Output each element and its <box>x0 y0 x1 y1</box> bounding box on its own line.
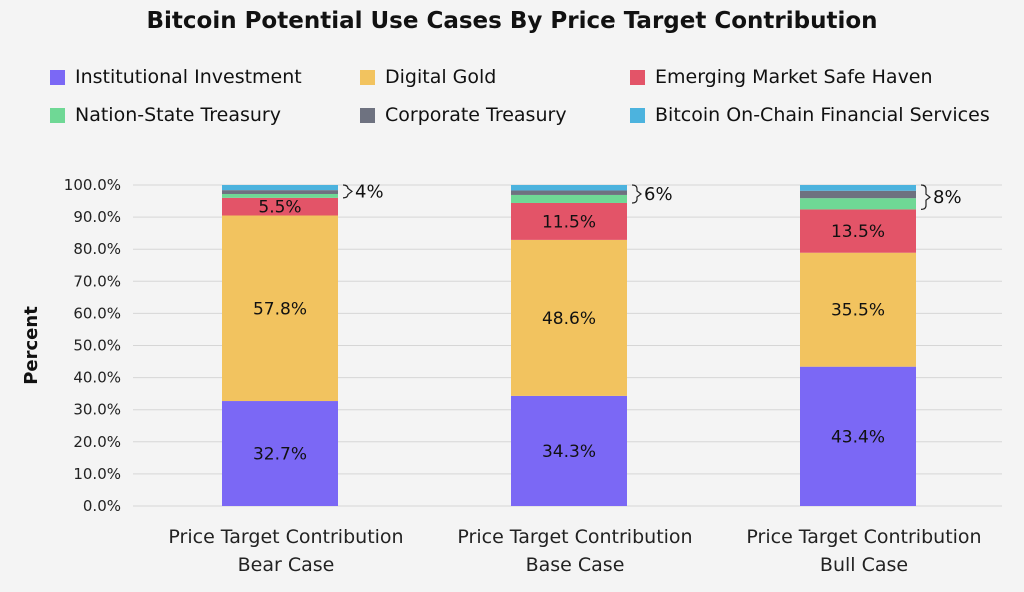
bar-value-label: 13.5% <box>831 222 885 242</box>
x-category-label: Bull Case <box>820 554 908 576</box>
bracket-label: 4% <box>355 181 384 202</box>
legend-swatch <box>360 107 375 123</box>
bar-value-label: 48.6% <box>542 309 596 329</box>
bar-segment <box>800 366 916 506</box>
bracket <box>342 184 353 199</box>
bar-segment <box>511 185 627 191</box>
bar-segment <box>222 190 338 194</box>
legend-item: Institutional Investment <box>50 66 302 88</box>
y-tick-label: 30.0% <box>73 401 121 419</box>
y-tick-label: 80.0% <box>73 240 121 258</box>
y-tick-label: 40.0% <box>73 369 121 387</box>
bar-segment <box>800 209 916 253</box>
legend-item: Digital Gold <box>360 66 496 88</box>
legend-swatch <box>630 69 645 85</box>
bar-value-label: 43.4% <box>831 427 885 447</box>
y-axis-label: Percent <box>21 306 42 385</box>
y-tick-label: 70.0% <box>73 272 121 290</box>
bar-segment <box>511 190 627 195</box>
legend-label: Emerging Market Safe Haven <box>655 66 933 88</box>
legend-label: Corporate Treasury <box>385 104 567 126</box>
chart-title: Bitcoin Potential Use Cases By Price Tar… <box>146 8 878 34</box>
bar-value-label: 5.5% <box>258 198 301 218</box>
bar-segment <box>511 194 627 203</box>
legend-label: Bitcoin On-Chain Financial Services <box>655 104 990 126</box>
legend-label: Digital Gold <box>385 66 497 88</box>
bar-segment <box>511 202 627 240</box>
y-tick-label: 50.0% <box>73 337 121 355</box>
legend-swatch <box>50 69 65 85</box>
bar-value-label: 57.8% <box>253 299 307 319</box>
y-tick-label: 20.0% <box>73 433 121 451</box>
bar-segment <box>511 239 627 396</box>
x-category-label: Price Target Contribution <box>168 526 403 548</box>
legend-item: Corporate Treasury <box>360 104 567 126</box>
bar-segment <box>511 395 627 506</box>
x-axis-category-labels: Price Target Contribution Bear Case Price … <box>168 526 981 576</box>
bar-segment <box>800 198 916 210</box>
bar-segment <box>800 190 916 199</box>
legend-label: Institutional Investment <box>75 66 302 88</box>
bar-segment <box>222 401 338 506</box>
legend-item: Nation-State Treasury <box>50 104 281 126</box>
bar-segment <box>222 185 338 191</box>
bar-segment <box>222 215 338 402</box>
y-tick-label: 10.0% <box>73 465 121 483</box>
bracket <box>631 184 642 204</box>
bar-segment <box>222 193 338 198</box>
x-category-label: Price Target Contribution <box>457 526 692 548</box>
bar-segment <box>222 197 338 216</box>
y-tick-label: 100.0% <box>64 176 121 194</box>
legend-swatch <box>50 107 65 123</box>
bar-value-label: 35.5% <box>831 301 885 321</box>
x-category-label: Bear Case <box>238 554 335 576</box>
bracket-label: 8% <box>933 187 962 208</box>
bar-segment <box>800 185 916 191</box>
x-category-label: Base Case <box>526 554 625 576</box>
legend-swatch <box>360 69 375 85</box>
y-tick-label: 60.0% <box>73 304 121 322</box>
y-tick-label: 90.0% <box>73 208 121 226</box>
y-tick-label: 0.0% <box>83 497 121 515</box>
bracket-label: 6% <box>644 184 673 205</box>
bar-segment <box>800 252 916 367</box>
legend-item: Emerging Market Safe Haven <box>630 66 933 88</box>
legend-item: Bitcoin On-Chain Financial Services <box>630 104 990 126</box>
bracket <box>920 184 931 210</box>
x-category-label: Price Target Contribution <box>746 526 981 548</box>
bar-value-label: 11.5% <box>542 212 596 232</box>
y-axis-tick-labels: 0.0% 10.0% 20.0% 30.0% 40.0% 50.0% 60.0% 70.0% 8… <box>64 176 121 515</box>
bar-value-label: 32.7% <box>253 445 307 465</box>
bracket-annotations: 4% 6% 8% <box>342 181 962 210</box>
legend-swatch <box>630 107 645 123</box>
legend-label: Nation-State Treasury <box>75 104 281 126</box>
bar-stacks: 32.7% 57.8% 5.5% 34.3% 48.6% 11.5% 43.4% 35.5% 1… <box>222 185 916 506</box>
bar-value-label: 34.3% <box>542 442 596 462</box>
